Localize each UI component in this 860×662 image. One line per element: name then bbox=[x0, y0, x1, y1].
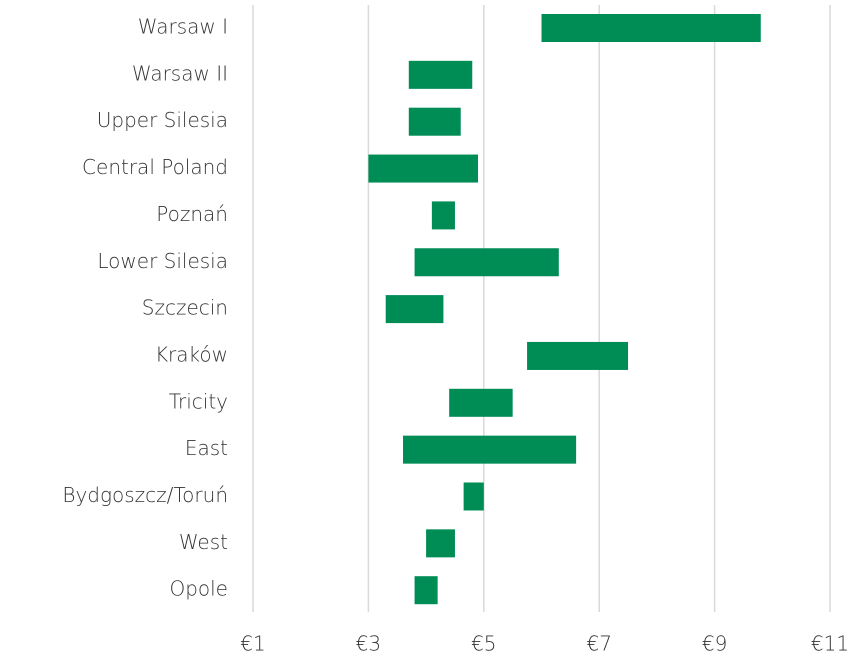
y-tick-label: Lower Silesia bbox=[97, 249, 228, 273]
x-tick-label: €7 bbox=[586, 632, 611, 656]
y-tick-label: Central Poland bbox=[82, 155, 228, 179]
y-tick-label: Kraków bbox=[155, 342, 228, 366]
x-tick-label: €9 bbox=[702, 632, 727, 656]
bar bbox=[463, 482, 484, 511]
bar bbox=[414, 248, 559, 277]
bar bbox=[385, 295, 444, 324]
bar bbox=[408, 107, 461, 136]
bar bbox=[426, 529, 455, 558]
y-tick-label: West bbox=[179, 530, 228, 554]
bar bbox=[431, 201, 455, 230]
y-tick-label: East bbox=[185, 436, 228, 460]
x-tick-label: €3 bbox=[356, 632, 381, 656]
x-tick-label: €1 bbox=[240, 632, 265, 656]
y-tick-label: Szczecin bbox=[142, 296, 228, 320]
x-tick-label: €11 bbox=[811, 632, 849, 656]
y-tick-label: Poznań bbox=[156, 202, 228, 226]
bar bbox=[527, 341, 629, 370]
bar bbox=[408, 60, 473, 89]
y-tick-label: Opole bbox=[169, 577, 228, 601]
y-tick-label: Bydgoszcz/Toruń bbox=[62, 483, 228, 507]
bar bbox=[414, 576, 438, 605]
y-tick-label: Tricity bbox=[169, 389, 228, 413]
bar bbox=[368, 154, 479, 183]
bar bbox=[449, 388, 513, 417]
y-tick-label: Warsaw II bbox=[132, 61, 228, 85]
y-tick-label: Warsaw I bbox=[138, 15, 228, 39]
y-tick-label: Upper Silesia bbox=[97, 108, 228, 132]
bar bbox=[403, 435, 577, 464]
bar bbox=[541, 14, 761, 42]
x-tick-label: €5 bbox=[471, 632, 496, 656]
